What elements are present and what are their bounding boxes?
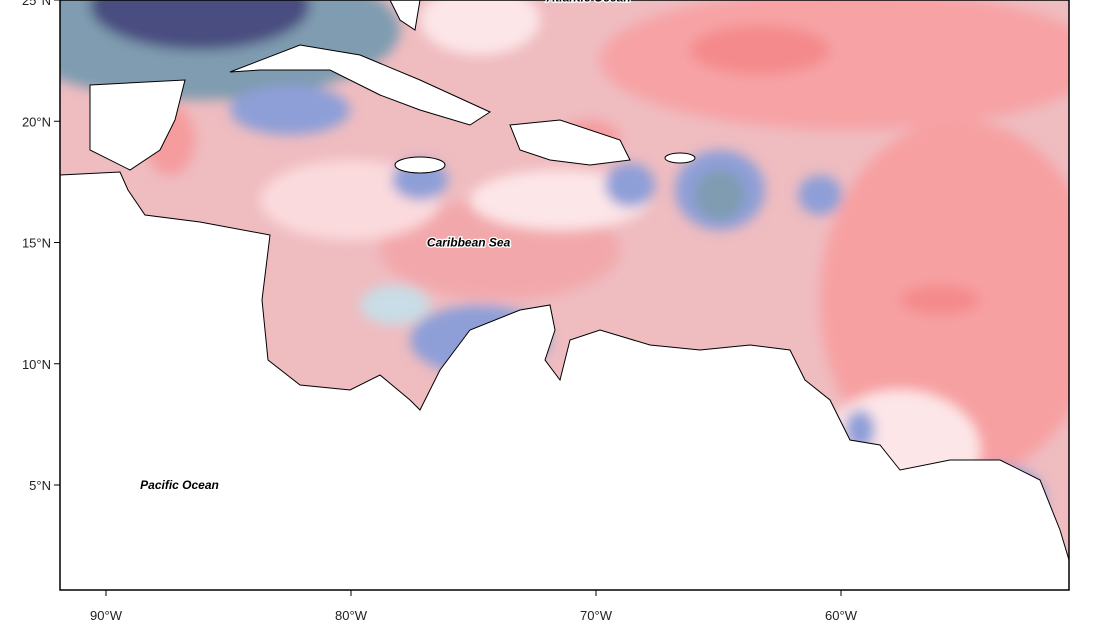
warm-core: [690, 25, 830, 75]
x-tick-label: 60°W: [825, 608, 858, 623]
cool-light: [420, 0, 540, 55]
cuba: [229, 44, 492, 126]
y-tick-label: 20°N: [22, 114, 51, 129]
jamaica: [394, 156, 446, 174]
y-tick-label: 10°N: [22, 357, 51, 372]
ocean-label: Caribbean Sea: [427, 236, 511, 250]
florida: [389, 0, 421, 31]
ocean-label: Pacific Ocean: [140, 478, 219, 492]
ocean-labels: Atlantic Ocean Caribbean Sea Pacific Ocean: [139, 0, 632, 493]
mainland: [60, 171, 1069, 590]
field: [60, 0, 1069, 590]
x-tick-label: 90°W: [90, 608, 123, 623]
cold-core: [90, 0, 310, 50]
cold-area: [230, 85, 350, 135]
puerto-rico: [664, 152, 696, 164]
cold-light: [360, 285, 430, 325]
cold-area: [605, 163, 655, 207]
y-tick-label: 5°N: [29, 478, 51, 493]
x-tick-label: 80°W: [335, 608, 368, 623]
cold-core: [695, 170, 745, 220]
y-tick-label: 25°N: [22, 0, 51, 8]
yucatan: [89, 79, 186, 171]
map-frame: [59, 0, 1070, 591]
y-tick-label: 15°N: [22, 236, 51, 251]
ocean-label: Atlantic Ocean: [546, 0, 631, 5]
hispaniola: [509, 119, 631, 166]
warm-core: [900, 285, 980, 315]
cold-area: [798, 175, 842, 215]
x-tick-label: 70°W: [580, 608, 613, 623]
ticks: 90°W 80°W 70°W 60°W 25°N 20°N 15°N 10°N 5°N: [22, 0, 858, 623]
